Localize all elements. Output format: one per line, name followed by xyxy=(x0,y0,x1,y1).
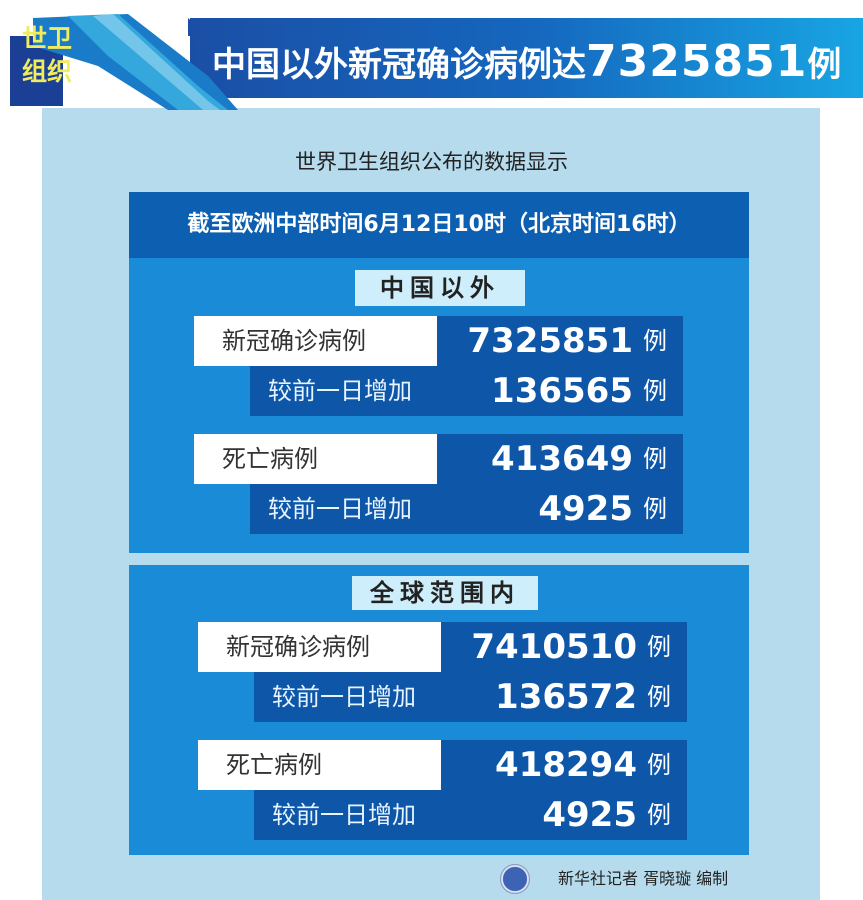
title-unit: 例 xyxy=(807,45,842,85)
stat-value: 418294 xyxy=(495,745,637,785)
tag-line: 世卫 xyxy=(21,24,72,53)
row-label: 较前一日增加 xyxy=(268,495,412,523)
stat-value: 7325851 xyxy=(467,321,633,361)
increase-row: 较前一日增加 4925 例 xyxy=(250,484,683,534)
header-banner xyxy=(190,18,863,98)
stat-unit: 例 xyxy=(647,683,671,711)
stat-value: 136572 xyxy=(495,677,637,717)
stat-unit: 例 xyxy=(643,327,667,355)
stat-unit: 例 xyxy=(647,801,671,829)
xinhua-logo-icon xyxy=(500,864,530,894)
row-label: 新冠确诊病例 xyxy=(194,316,437,366)
ribbon-decoration xyxy=(10,14,238,110)
stat-value-box: 7410510 例 xyxy=(441,622,687,672)
stat-unit: 例 xyxy=(643,377,667,405)
stat-value-box: 7325851 例 xyxy=(437,316,683,366)
subtitle: 世界卫生组织公布的数据显示 xyxy=(295,150,568,174)
stat-value: 413649 xyxy=(491,439,633,479)
stat-unit: 例 xyxy=(643,445,667,473)
stat-value: 4925 xyxy=(542,795,637,835)
page-title: 中国以外新冠确诊病例达7325851例 xyxy=(212,36,841,87)
increase-row: 较前一日增加 136572 例 xyxy=(254,672,687,722)
increase-row: 较前一日增加 4925 例 xyxy=(254,790,687,840)
who-tag: 世卫 组织 xyxy=(8,22,86,96)
stat-value: 4925 xyxy=(538,489,633,529)
increase-row: 较前一日增加 136565 例 xyxy=(250,366,683,416)
section-outside-china: 截至欧洲中部时间6月12日10时（北京时间16时） 中国以外 新冠确诊病例 73… xyxy=(129,192,749,553)
row-label: 新冠确诊病例 xyxy=(198,622,441,672)
tag-line: 组织 xyxy=(21,57,72,86)
section-label: 中国以外 xyxy=(355,270,525,306)
stat-unit: 例 xyxy=(643,495,667,523)
row-label: 死亡病例 xyxy=(198,740,441,790)
stat-unit: 例 xyxy=(647,633,671,661)
title-number: 7325851 xyxy=(586,36,808,87)
title-text: 中国以外新冠确诊病例达 xyxy=(212,45,586,85)
section-global: 全球范围内 新冠确诊病例 7410510 例 较前一日增加 136572 例 死亡病例… xyxy=(129,565,749,855)
row-label: 死亡病例 xyxy=(194,434,437,484)
stat-value: 7410510 xyxy=(471,627,637,667)
stat-value-box: 413649 例 xyxy=(437,434,683,484)
date-bar: 截至欧洲中部时间6月12日10时（北京时间16时） xyxy=(129,192,749,258)
row-label: 较前一日增加 xyxy=(268,377,412,405)
row-label: 较前一日增加 xyxy=(272,683,416,711)
credit-text: 新华社记者 胥晓璇 编制 xyxy=(558,869,729,888)
stat-value-box: 418294 例 xyxy=(441,740,687,790)
row-label: 较前一日增加 xyxy=(272,801,416,829)
section-label: 全球范围内 xyxy=(352,576,538,610)
stat-value: 136565 xyxy=(491,371,633,411)
stat-unit: 例 xyxy=(647,751,671,779)
